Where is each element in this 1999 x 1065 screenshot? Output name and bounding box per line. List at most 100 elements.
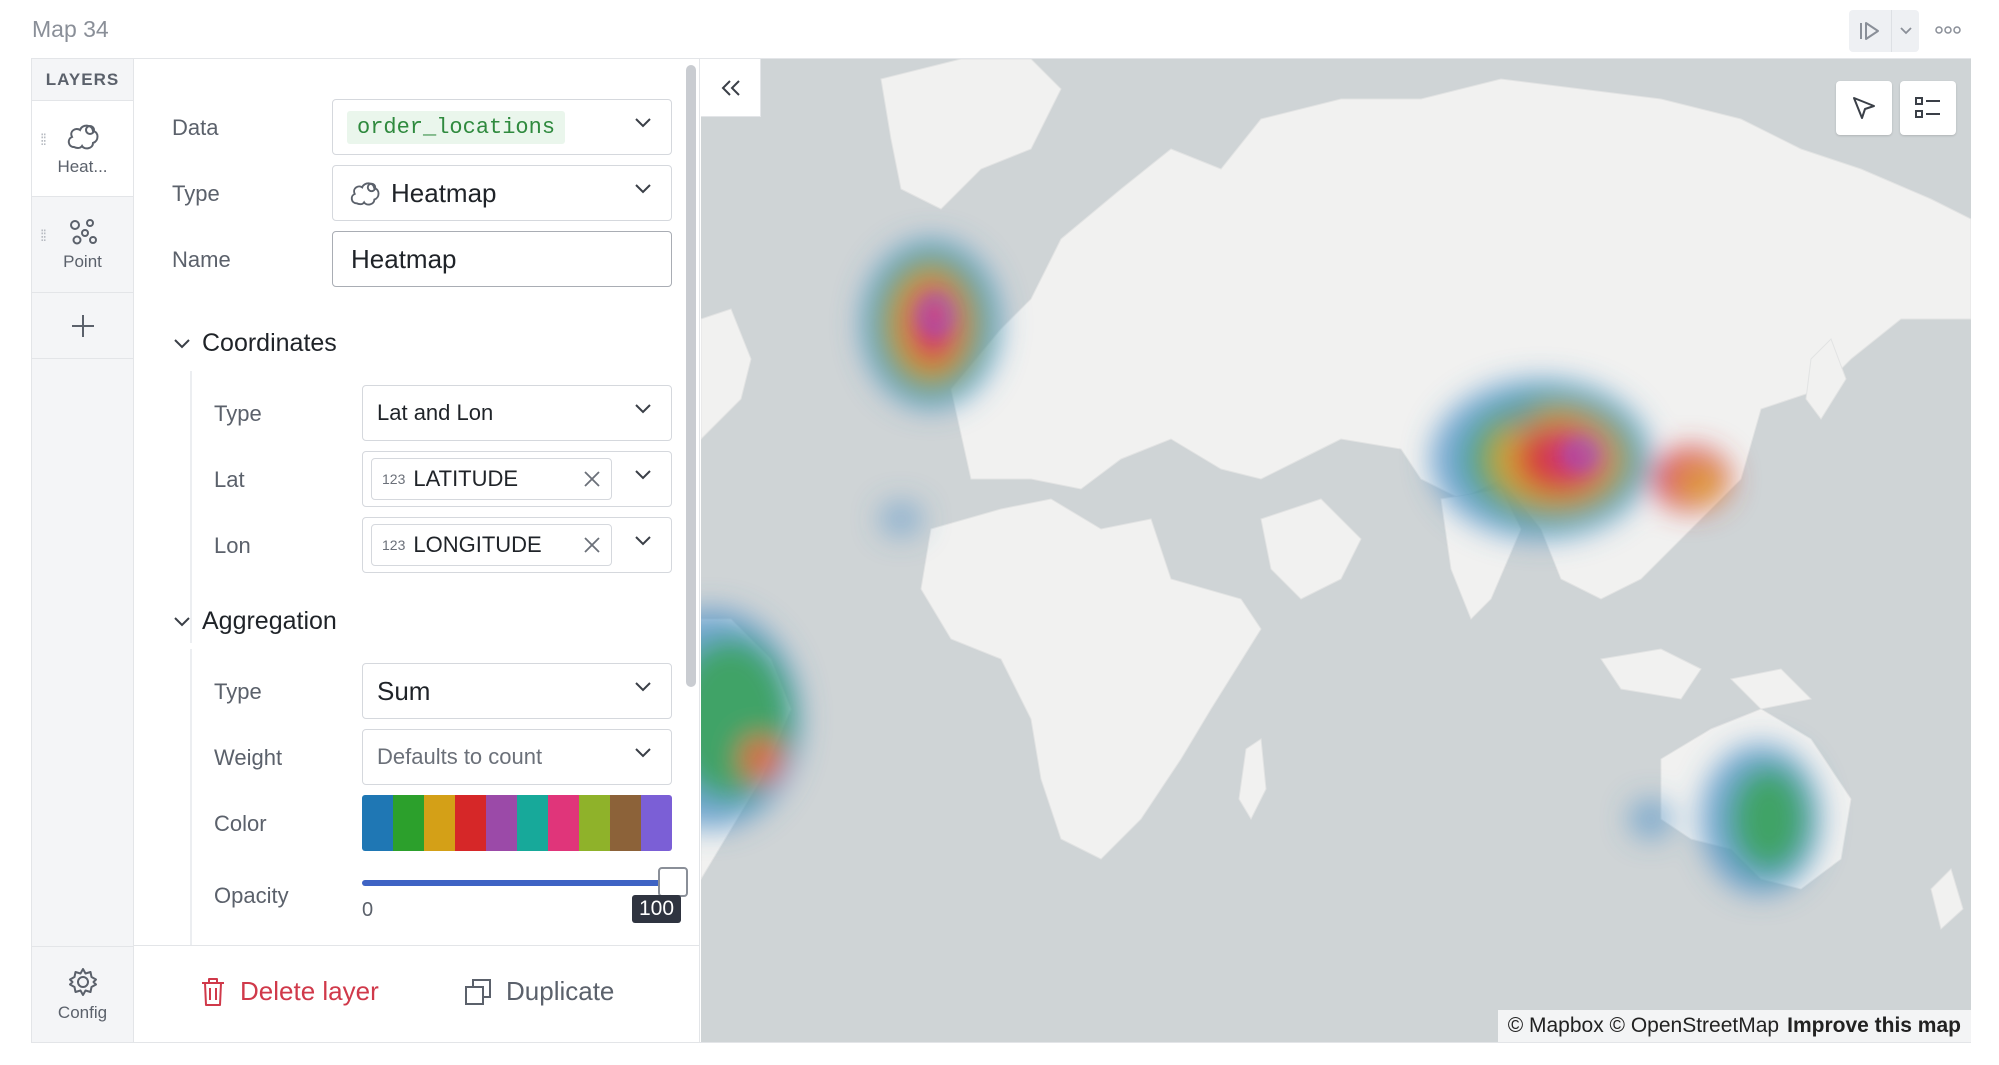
map-canvas[interactable]: © Mapbox © OpenStreetMap Improve this map — [701, 59, 1971, 1042]
lat-select[interactable]: 123 LATITUDE — [362, 451, 672, 507]
weight-select[interactable]: Defaults to count — [362, 729, 672, 785]
layer-type-value: Heatmap — [391, 177, 497, 208]
coord-type-value: Lat and Lon — [377, 400, 494, 425]
scrollbar-thumb[interactable] — [686, 65, 696, 687]
world-basemap — [701, 59, 1971, 930]
duplicate-layer-button[interactable]: Duplicate — [464, 976, 614, 1007]
palette-swatch — [641, 795, 672, 851]
type-label: Type — [172, 181, 220, 206]
collapse-panel-button[interactable] — [701, 59, 761, 117]
chevron-down-icon — [174, 338, 190, 348]
layer-item-heatmap[interactable]: ⁞⁞ Heat... — [32, 101, 133, 197]
layers-header: LAYERS — [32, 59, 133, 101]
legend-icon — [1915, 97, 1940, 118]
land-north-america — [701, 308, 752, 440]
cell-title: Map 34 — [32, 16, 109, 42]
improve-map-link[interactable]: Improve this map — [1787, 1014, 1961, 1037]
add-layer-button[interactable] — [32, 293, 133, 359]
delete-layer-label: Delete layer — [240, 976, 379, 1006]
name-label: Name — [172, 247, 231, 272]
legend-toggle-button[interactable] — [1900, 81, 1956, 135]
run-button-group — [1849, 10, 1919, 52]
drag-handle-icon[interactable]: ⁞⁞ — [40, 228, 47, 245]
land-japan — [1805, 338, 1847, 420]
more-options-button[interactable] — [1930, 14, 1966, 46]
land-arabia — [1260, 498, 1362, 600]
palette-swatch — [486, 795, 517, 851]
panel-scrollbar[interactable] — [684, 63, 696, 943]
chevrons-left-icon — [721, 79, 740, 96]
dataframe-chip: order_locations — [347, 110, 566, 144]
numeric-type-icon: 123 — [382, 537, 406, 553]
palette-swatch — [455, 795, 486, 851]
aggregation-section-toggle[interactable]: Aggregation — [174, 607, 337, 636]
gear-icon — [68, 967, 97, 996]
run-icon — [1860, 22, 1879, 40]
land-new-zealand — [1930, 868, 1964, 930]
run-options-button[interactable] — [1891, 10, 1919, 52]
attribution-text: © Mapbox © OpenStreetMap — [1507, 1014, 1780, 1037]
layer-item-point[interactable]: ⁞⁞ Point — [32, 197, 133, 293]
coord-type-select[interactable]: Lat and Lon — [362, 385, 672, 441]
lat-column-value: LATITUDE — [413, 466, 519, 491]
panel-footer: Delete layer Duplicate — [134, 945, 700, 1042]
map-cell-frame: LAYERS ⁞⁞ Heat... ⁞⁞ Point Config Data o… — [31, 58, 1971, 1043]
lon-column-pill: 123 LONGITUDE — [371, 524, 612, 566]
aggregation-title: Aggregation — [202, 607, 337, 635]
point-icon — [69, 218, 97, 244]
config-button[interactable]: Config — [32, 946, 133, 1042]
trash-icon — [202, 977, 224, 1006]
palette-swatch — [393, 795, 424, 851]
layers-rail: LAYERS ⁞⁞ Heat... ⁞⁞ Point Config — [32, 59, 134, 1042]
heatmap-icon — [67, 124, 98, 149]
section-guide — [190, 371, 192, 643]
heatmap-layer — [701, 239, 1821, 894]
coordinates-section-toggle[interactable]: Coordinates — [174, 329, 337, 358]
layer-name-input[interactable]: Heatmap — [332, 231, 672, 287]
land-madagascar — [1238, 738, 1267, 821]
land-new-guinea — [1729, 668, 1813, 710]
opacity-slider-thumb[interactable] — [658, 867, 688, 897]
agg-type-value: Sum — [377, 675, 431, 706]
opacity-min-label: 0 — [362, 899, 374, 921]
color-palette-picker[interactable] — [362, 795, 672, 851]
layer-item-label: Point — [63, 251, 102, 271]
numeric-type-icon: 123 — [382, 471, 406, 487]
drag-handle-icon[interactable]: ⁞⁞ — [40, 132, 47, 149]
layer-config-panel: Data order_locations Type Heatmap Name H… — [134, 59, 700, 1042]
palette-swatch — [548, 795, 579, 851]
agg-type-label: Type — [214, 679, 262, 704]
lon-select[interactable]: 123 LONGITUDE — [362, 517, 672, 573]
plus-icon — [71, 314, 94, 337]
opacity-value-badge: 100 — [632, 895, 682, 923]
palette-swatch — [424, 795, 455, 851]
chevron-down-icon — [174, 616, 190, 626]
opacity-slider-track[interactable] — [362, 880, 672, 886]
agg-type-select[interactable]: Sum — [362, 663, 672, 719]
palette-swatch — [610, 795, 641, 851]
chevron-down-icon — [635, 404, 651, 414]
lat-column-pill: 123 LATITUDE — [371, 458, 612, 500]
duplicate-icon — [465, 978, 491, 1005]
cursor-arrow-icon — [1853, 97, 1875, 119]
coord-type-label: Type — [214, 401, 262, 426]
select-tool-button[interactable] — [1836, 81, 1892, 135]
ellipsis-icon — [1935, 26, 1961, 34]
land-africa — [920, 498, 1262, 860]
chevron-down-icon — [635, 682, 651, 692]
coordinates-title: Coordinates — [202, 329, 337, 357]
config-label: Config — [57, 1002, 108, 1022]
data-select[interactable]: order_locations — [332, 99, 672, 155]
run-button[interactable] — [1849, 10, 1891, 52]
delete-layer-button[interactable]: Delete layer — [200, 976, 379, 1007]
map-attribution: © Mapbox © OpenStreetMap Improve this map — [1497, 1010, 1971, 1042]
layer-type-select[interactable]: Heatmap — [332, 165, 672, 221]
palette-swatch — [362, 795, 393, 851]
weight-label: Weight — [214, 745, 283, 770]
clear-icon[interactable] — [583, 470, 601, 488]
lat-label: Lat — [214, 467, 245, 492]
lon-column-value: LONGITUDE — [413, 532, 542, 557]
land-indonesia — [1600, 648, 1702, 700]
color-label: Color — [214, 811, 267, 836]
clear-icon[interactable] — [583, 536, 601, 554]
